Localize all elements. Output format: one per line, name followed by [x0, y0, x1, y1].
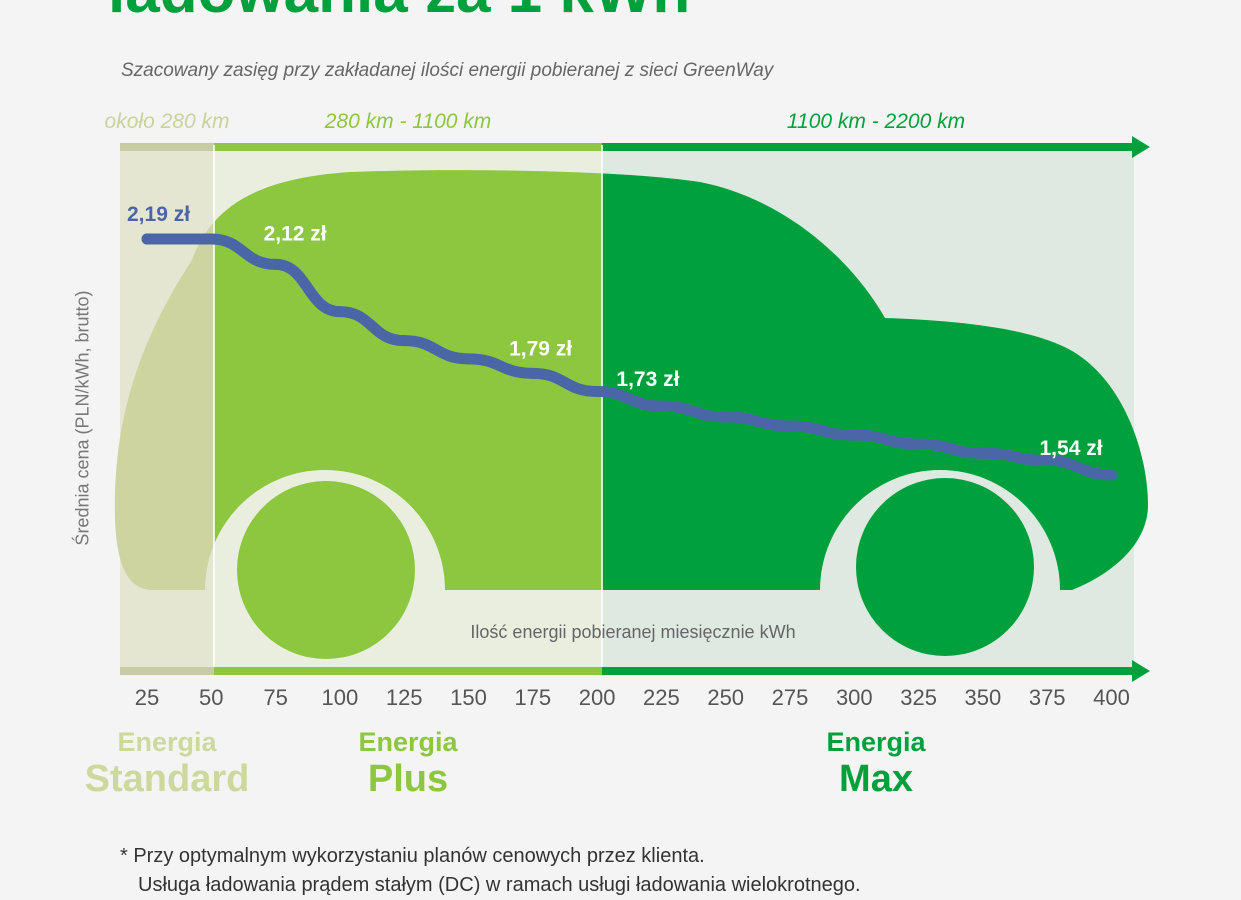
- range-label-max: 1100 km - 2200 km: [786, 110, 966, 133]
- plan-line1: Energia: [826, 727, 926, 757]
- x-tick-label: 225: [643, 685, 680, 710]
- car-silhouette: [114, 170, 1148, 590]
- price-point: [1106, 469, 1117, 481]
- x-tick-label: 300: [836, 685, 873, 710]
- price-point: [398, 335, 410, 347]
- rear-wheel: [856, 478, 1034, 656]
- page-title: ładowania za 1 kWh*: [108, 0, 714, 27]
- y-axis-label: Średnia cena (PLN/kWh, brutto): [72, 290, 93, 546]
- plan-line2: Max: [839, 758, 913, 800]
- x-tick-label: 400: [1093, 685, 1130, 710]
- range-label-plus: 280 km - 1100 km: [324, 110, 492, 133]
- price-point: [270, 258, 282, 270]
- price-point: [205, 233, 217, 245]
- price-series-line: [141, 233, 1117, 481]
- zone-band-standard: [120, 143, 214, 151]
- x-tick-label: 125: [386, 685, 423, 710]
- price-point: [784, 420, 796, 432]
- x-tick-label: 375: [1029, 685, 1066, 710]
- price-point: [720, 411, 732, 423]
- price-point: [848, 429, 860, 441]
- price-point: [913, 438, 925, 450]
- plan-line2: Plus: [367, 758, 449, 800]
- plan-energia-standard: Energia Standard: [85, 727, 250, 801]
- x-tick-label: 250: [707, 685, 744, 710]
- x-tick-label: 50: [199, 685, 223, 710]
- price-point: [141, 233, 153, 245]
- axis-band-plus: [214, 667, 602, 675]
- footnote-line-1: * Przy optymalnym wykorzystaniu planów c…: [120, 845, 705, 867]
- x-tick-label: 325: [900, 685, 937, 710]
- plan-energia-max: Energia Max: [826, 727, 925, 801]
- axis-band-max: [602, 667, 1134, 675]
- price-data-label: 1,79 zł: [509, 337, 572, 360]
- x-tick-label: 350: [965, 685, 1002, 710]
- front-wheel: [237, 481, 415, 659]
- price-data-label: 2,19 zł: [127, 203, 190, 226]
- x-tick-label: 100: [322, 685, 359, 710]
- axis-band-standard: [120, 667, 214, 675]
- x-tick-label: 75: [263, 685, 287, 710]
- price-point: [655, 400, 667, 412]
- x-tick-label: 150: [450, 685, 487, 710]
- price-data-label: 2,12 zł: [264, 222, 327, 245]
- top-arrow-icon: [1132, 136, 1150, 158]
- price-data-label: 1,73 zł: [616, 368, 679, 391]
- footnote: * Przy optymalnym wykorzystaniu planów c…: [120, 842, 861, 900]
- x-tick-label: 200: [579, 685, 616, 710]
- zone-band-max: [602, 143, 1134, 151]
- axis-arrow-icon: [1132, 660, 1150, 682]
- x-tick-label: 275: [772, 685, 809, 710]
- price-point: [463, 353, 474, 365]
- footnote-line-2: Usługa ładowania prądem stałym (DC) w ra…: [138, 874, 861, 896]
- page-subtitle: Szacowany zasięg przy zakładanej ilości …: [121, 60, 774, 81]
- x-tick-label: 25: [135, 685, 159, 710]
- range-label-standard: około 280 km: [104, 110, 230, 133]
- plan-energia-plus: Energia Plus: [358, 727, 457, 801]
- price-point: [334, 306, 346, 318]
- x-axis-label: Ilość energii pobieranej miesięcznie kWh: [470, 622, 796, 642]
- price-point: [527, 367, 539, 379]
- x-tick-label: 175: [514, 685, 551, 710]
- plan-line1: Energia: [117, 727, 217, 757]
- price-point: [977, 447, 989, 459]
- price-point: [591, 385, 603, 397]
- zone-band-plus: [214, 143, 602, 151]
- plan-line1: Energia: [358, 727, 458, 757]
- plan-line2: Standard: [84, 758, 250, 800]
- price-data-label: 1,54 zł: [1040, 437, 1103, 460]
- price-point: [1041, 454, 1053, 466]
